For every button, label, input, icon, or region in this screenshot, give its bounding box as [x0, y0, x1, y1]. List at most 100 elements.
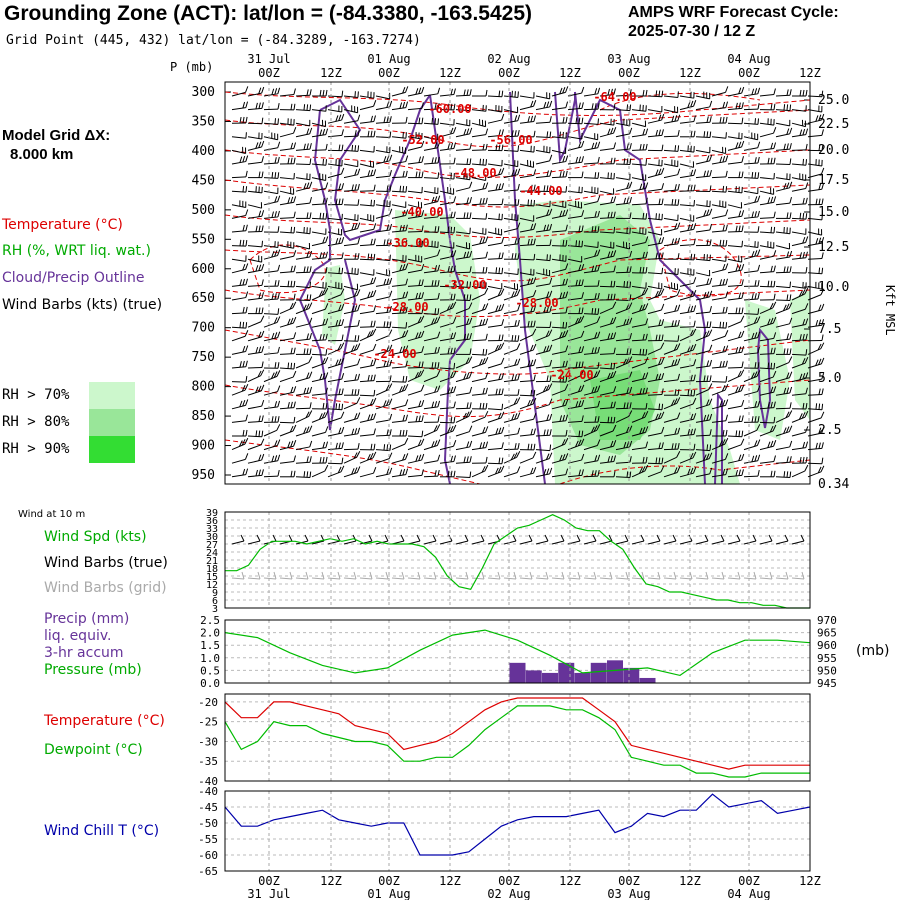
wind-barb-flag [354, 223, 358, 230]
wind-barb [311, 470, 325, 478]
wind-barb-flag [693, 115, 696, 122]
wind-barb-flag [389, 154, 393, 162]
wind-barb [791, 177, 806, 181]
wind-barb-flag [629, 250, 633, 258]
wind-barb-flag [322, 158, 325, 166]
grid-wind-barb [775, 577, 789, 580]
wind-barb [503, 243, 518, 247]
wind-barb-flag [287, 362, 290, 369]
wind-barb-flag [785, 303, 790, 310]
wind-barb-flag [415, 171, 418, 178]
wind-barb-flag [405, 155, 409, 162]
wind-barb-flag [591, 347, 594, 354]
wind-barb [391, 297, 406, 301]
wind-barb-flag [673, 344, 678, 351]
wind-barb-flag [373, 253, 376, 260]
wind-barb-flag [500, 357, 505, 365]
wind-barb [247, 420, 263, 423]
wind-barb [663, 379, 678, 383]
wind-barb [231, 215, 246, 219]
wind-barb-flag [562, 453, 566, 461]
wind-barb [263, 313, 279, 315]
wind-barb-flag [687, 224, 691, 231]
grid-wind-barb-flag [577, 571, 581, 580]
wind-barb-flag [661, 183, 665, 190]
true-wind-barb-flag [672, 534, 677, 542]
wind-barb-flag [786, 294, 789, 301]
wind-barb-flag [261, 415, 264, 422]
wind-barb-flag [466, 318, 470, 325]
wind-barb-flag [722, 468, 726, 476]
wind-barb-flag [559, 87, 563, 95]
wind-barb-flag [495, 388, 498, 395]
wind-barb-flag [802, 197, 805, 205]
wind-barb-flag [565, 209, 569, 216]
wind-barb-flag [549, 344, 553, 351]
wind-barb-flag [773, 293, 776, 300]
precip-tick-label: 1.0 [200, 652, 220, 665]
wind-barb [295, 285, 310, 289]
wind-barb-flag [818, 403, 821, 410]
wind-barb-flag [357, 145, 360, 152]
cloud-precip-outline [756, 327, 772, 429]
wind-barb [727, 474, 742, 478]
wind-barbs-group [231, 86, 825, 479]
wind-barb-flag [434, 157, 437, 164]
wind-barb-flag [709, 290, 713, 298]
wind-barb-flag [245, 101, 249, 108]
wind-barb-flag [706, 155, 710, 162]
wind-barb-flag [562, 291, 566, 299]
wind-barb-flag [706, 360, 710, 367]
wind-barb [247, 474, 262, 478]
wind-barb [359, 149, 374, 153]
wind-chill-line [224, 793, 811, 856]
wind-barb-flag [670, 399, 675, 406]
wind-speed-tick-label: 6 [212, 596, 218, 607]
wind-barb-flag [741, 361, 744, 368]
wind-barb [679, 282, 694, 287]
grid-wind-barb [375, 577, 389, 580]
wind-barb-flag [501, 198, 504, 205]
wind-barb-flag [453, 362, 456, 370]
wind-barb-flag [757, 454, 761, 461]
wind-barb [599, 407, 614, 410]
wind-barb [471, 203, 487, 206]
wind-barb-flag [594, 103, 597, 110]
wind-barb-flag [306, 128, 310, 135]
wind-barb [775, 133, 790, 138]
wind-barb-flag [737, 370, 742, 378]
wind-barb-flag [799, 373, 803, 380]
wind-barb-flag [724, 453, 729, 460]
wind-barb-flag [735, 347, 739, 354]
wind-barb-flag [367, 374, 370, 382]
wind-barb-flag [482, 348, 485, 356]
wind-barb-flag [645, 426, 649, 433]
wind-barb [775, 122, 790, 127]
grid-wind-barb-flag [385, 571, 389, 580]
wind-barb-flag [597, 346, 600, 354]
wind-barb [711, 366, 726, 369]
wind-barb-flag [597, 226, 600, 233]
wind-barb-flag [546, 101, 550, 108]
wind-barb-flag [820, 465, 825, 472]
wind-barb-flag [306, 471, 309, 478]
wind-barb-flag [517, 253, 520, 260]
wind-barb-flag [306, 426, 310, 433]
wind-barb-flag [389, 239, 392, 246]
wind-barb-flag [293, 226, 296, 234]
wind-barb-flag [482, 143, 485, 151]
wind-barb-flag [306, 372, 310, 379]
wind-barb-flag [591, 265, 595, 272]
wind-barb-flag [372, 397, 377, 405]
precip-panel-frame [224, 619, 811, 684]
wind-barb-flag [645, 333, 648, 340]
temperature-contour-label: -48.00 [453, 166, 496, 180]
wind-barb-flag [437, 264, 441, 271]
wind-barb-flag [514, 199, 517, 206]
wind-barb-flag [693, 413, 697, 420]
wind-barb-flag [706, 278, 710, 285]
wind-barb-flag [450, 250, 454, 258]
wind-barb-flag [623, 441, 627, 449]
wind-barb-flag [273, 371, 278, 378]
grid-wind-barb-flag [337, 571, 341, 580]
